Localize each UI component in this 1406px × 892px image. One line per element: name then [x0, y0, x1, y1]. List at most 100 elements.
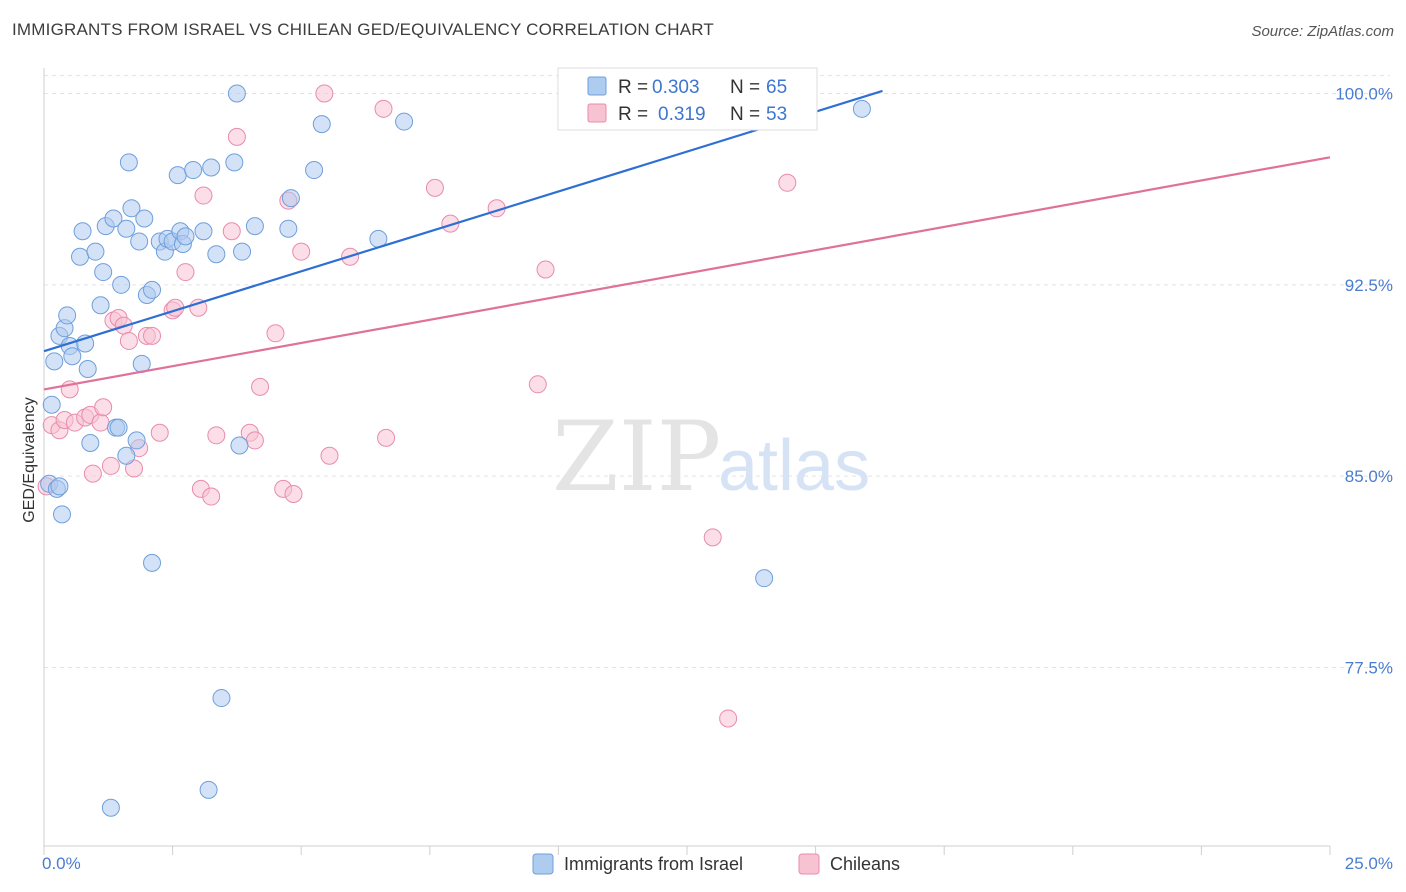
- chile-legend-swatch: [587, 103, 607, 123]
- chile-point: [222, 222, 241, 241]
- israel-point: [135, 209, 154, 228]
- series-legend: Immigrants from Israel Chileans: [532, 853, 900, 875]
- chile-point: [94, 398, 113, 417]
- watermark-atlas: atlas: [718, 426, 870, 506]
- chile-point: [245, 431, 264, 450]
- chile-point: [194, 186, 213, 205]
- chile-series-label: Chileans: [830, 854, 900, 874]
- y-tick-label: 85.0%: [1345, 467, 1393, 486]
- chile-point: [202, 487, 221, 506]
- chile-point: [101, 456, 120, 475]
- watermark-zip: ZIP: [552, 401, 721, 513]
- israel-point: [112, 275, 131, 294]
- grid-lines: [44, 75, 1390, 668]
- trend-lines: [43, 89, 1331, 391]
- israel-point: [127, 431, 146, 450]
- israel-point: [91, 296, 110, 315]
- israel-point: [130, 232, 149, 251]
- chile-point: [284, 484, 303, 503]
- israel-point: [245, 217, 264, 236]
- israel-point: [168, 166, 187, 185]
- israel-point: [312, 115, 331, 134]
- israel-point: [104, 209, 123, 228]
- tick-labels: 77.5% 85.0% 92.5% 100.0% 0.0% 25.0%: [42, 85, 1393, 873]
- israel-points: [40, 84, 871, 817]
- israel-point: [230, 436, 249, 455]
- chile-point: [377, 428, 396, 447]
- israel-point: [227, 84, 246, 103]
- israel-legend-swatch: [587, 76, 607, 96]
- israel-point: [94, 263, 113, 282]
- chile-point: [150, 423, 169, 442]
- israel-point: [143, 553, 162, 572]
- israel-point: [194, 222, 213, 241]
- axes: [43, 68, 1331, 855]
- chile-point: [119, 331, 138, 350]
- israel-point: [279, 219, 298, 238]
- israel-point: [50, 477, 69, 496]
- chile-point: [778, 173, 797, 192]
- israel-point: [184, 161, 203, 180]
- israel-point: [176, 227, 195, 246]
- israel-point: [119, 153, 138, 172]
- chile-point: [703, 528, 722, 547]
- chart-title: IMMIGRANTS FROM ISRAEL VS CHILEAN GED/EQ…: [12, 20, 715, 39]
- israel-r-value: 0.303: [652, 77, 700, 98]
- israel-point: [71, 247, 90, 266]
- chile-point: [719, 709, 738, 728]
- israel-point: [63, 347, 82, 366]
- israel-point: [53, 505, 72, 524]
- israel-n-label: N =: [730, 77, 760, 98]
- x-tick-label: 25.0%: [1345, 854, 1393, 873]
- chile-point: [83, 464, 102, 483]
- chile-point: [320, 446, 339, 465]
- chile-point: [425, 178, 444, 197]
- chile-point: [227, 127, 246, 146]
- israel-series-swatch: [532, 853, 554, 875]
- israel-point: [81, 433, 100, 452]
- source-label: Source: ZipAtlas.com: [1251, 23, 1394, 40]
- chile-n-value: 53: [766, 104, 787, 125]
- chile-point: [266, 324, 285, 343]
- chile-point: [91, 413, 110, 432]
- chile-point: [536, 260, 555, 279]
- y-axis-label: GED/Equivalency: [21, 397, 38, 522]
- israel-point: [281, 189, 300, 208]
- israel-point: [233, 242, 252, 261]
- israel-r-label: R =: [618, 77, 648, 98]
- y-tick-label: 100.0%: [1335, 85, 1393, 104]
- israel-point: [73, 222, 92, 241]
- israel-point: [58, 306, 77, 325]
- israel-trend-line: [43, 89, 883, 353]
- israel-point: [395, 112, 414, 131]
- chile-point: [207, 426, 226, 445]
- chile-point: [251, 377, 270, 396]
- chile-point: [374, 99, 393, 118]
- israel-point: [305, 161, 324, 180]
- stats-legend: R = 0.303 N = 65 R = 0.319 N = 53: [557, 67, 818, 131]
- y-tick-label: 92.5%: [1345, 276, 1393, 295]
- israel-point: [109, 418, 128, 437]
- israel-point: [852, 99, 871, 118]
- israel-point: [225, 153, 244, 172]
- israel-point: [202, 158, 221, 177]
- x-tick-label: 0.0%: [42, 854, 81, 873]
- israel-point: [143, 280, 162, 299]
- y-tick-label: 77.5%: [1345, 658, 1393, 677]
- chile-point: [176, 263, 195, 282]
- chile-trend-line: [43, 156, 1331, 391]
- israel-point: [122, 199, 141, 218]
- chile-point: [528, 375, 547, 394]
- israel-point: [199, 780, 218, 799]
- chile-series-swatch: [798, 853, 820, 875]
- chile-point: [143, 326, 162, 345]
- israel-point: [755, 569, 774, 588]
- chile-r-label: R =: [618, 104, 648, 125]
- chile-point: [315, 84, 334, 103]
- israel-point: [86, 242, 105, 261]
- israel-series-label: Immigrants from Israel: [564, 854, 743, 874]
- israel-point: [207, 245, 226, 264]
- israel-point: [45, 352, 64, 371]
- israel-point: [117, 219, 136, 238]
